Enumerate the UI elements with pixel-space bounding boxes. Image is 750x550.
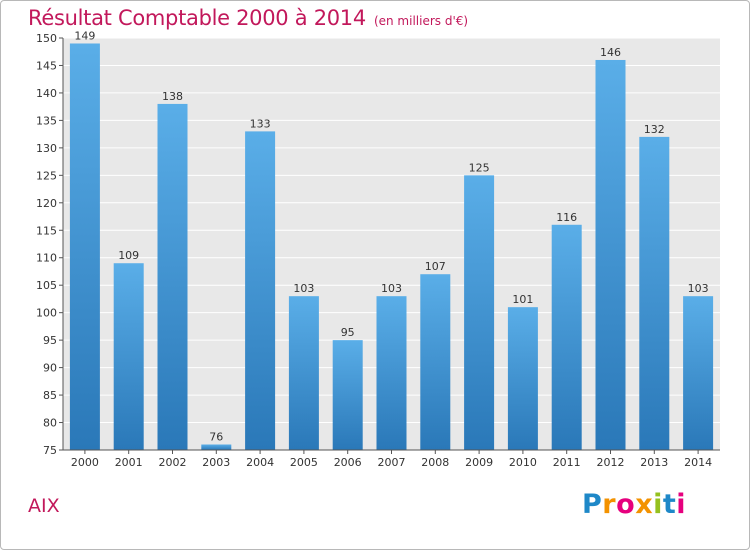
y-tick-label: 150 [36,32,57,45]
x-tick-label: 2010 [509,456,537,469]
bar [201,444,232,450]
logo-letter: r [602,489,617,520]
y-tick-label: 85 [43,389,57,402]
x-tick-label: 2011 [553,456,581,469]
bar [113,263,144,450]
x-tick-label: 2001 [115,456,143,469]
logo-letter: P [582,489,603,520]
x-tick-label: 2000 [71,456,99,469]
data-label: 125 [469,161,490,174]
logo-letter: t [662,489,677,520]
chart-subtitle: (en milliers d'€) [373,14,469,28]
bar [245,131,276,451]
bar [69,43,100,450]
data-label: 103 [293,282,314,295]
logo-letter: o [616,489,636,520]
bar [595,59,626,451]
place-name: AIX [28,495,60,517]
data-label: 133 [250,117,271,130]
y-tick-label: 135 [36,114,57,127]
y-tick-label: 115 [36,224,57,237]
y-tick-label: 95 [43,334,57,347]
y-tick-label: 100 [36,307,57,320]
bar [420,274,451,450]
x-tick-label: 2002 [159,456,187,469]
data-label: 109 [118,249,139,262]
data-label: 149 [74,29,95,42]
data-label: 103 [688,282,709,295]
x-tick-label: 2007 [378,456,406,469]
bar [464,175,495,451]
y-tick-label: 125 [36,169,57,182]
data-label: 138 [162,90,183,103]
data-label: 76 [209,431,223,444]
y-tick-label: 110 [36,252,57,265]
x-tick-label: 2009 [465,456,493,469]
data-label: 132 [644,123,665,136]
bar [639,136,670,450]
y-tick-label: 80 [43,417,57,430]
proxiti-logo: Proxiti [582,489,686,520]
x-tick-label: 2012 [597,456,625,469]
y-tick-label: 145 [36,59,57,72]
y-tick-label: 140 [36,87,57,100]
x-tick-label: 2003 [202,456,230,469]
bar [157,103,188,451]
bar [288,296,319,450]
y-tick-label: 75 [43,444,57,457]
y-tick-label: 120 [36,197,57,210]
x-tick-label: 2005 [290,456,318,469]
logo-letter: i [676,489,687,520]
data-label: 116 [556,211,577,224]
x-tick-label: 2006 [334,456,362,469]
bar [332,340,363,450]
data-label: 95 [341,326,355,339]
logo-letter: x [635,489,654,520]
x-tick-label: 2013 [640,456,668,469]
data-label: 107 [425,260,446,273]
y-tick-label: 130 [36,142,57,155]
x-tick-label: 2004 [246,456,274,469]
data-label: 146 [600,46,621,59]
data-label: 103 [381,282,402,295]
logo-letter: i [653,489,663,520]
x-tick-label: 2014 [684,456,712,469]
bar [683,296,714,450]
bar [376,296,407,450]
bar [551,224,582,450]
chart-title: Résultat Comptable 2000 à 2014 (en millie… [28,6,468,30]
chart-title-text: Résultat Comptable 2000 à 2014 [28,6,366,30]
data-label: 101 [512,293,533,306]
y-tick-label: 105 [36,279,57,292]
x-tick-label: 2008 [421,456,449,469]
y-tick-label: 90 [43,362,57,375]
bar [507,307,538,450]
